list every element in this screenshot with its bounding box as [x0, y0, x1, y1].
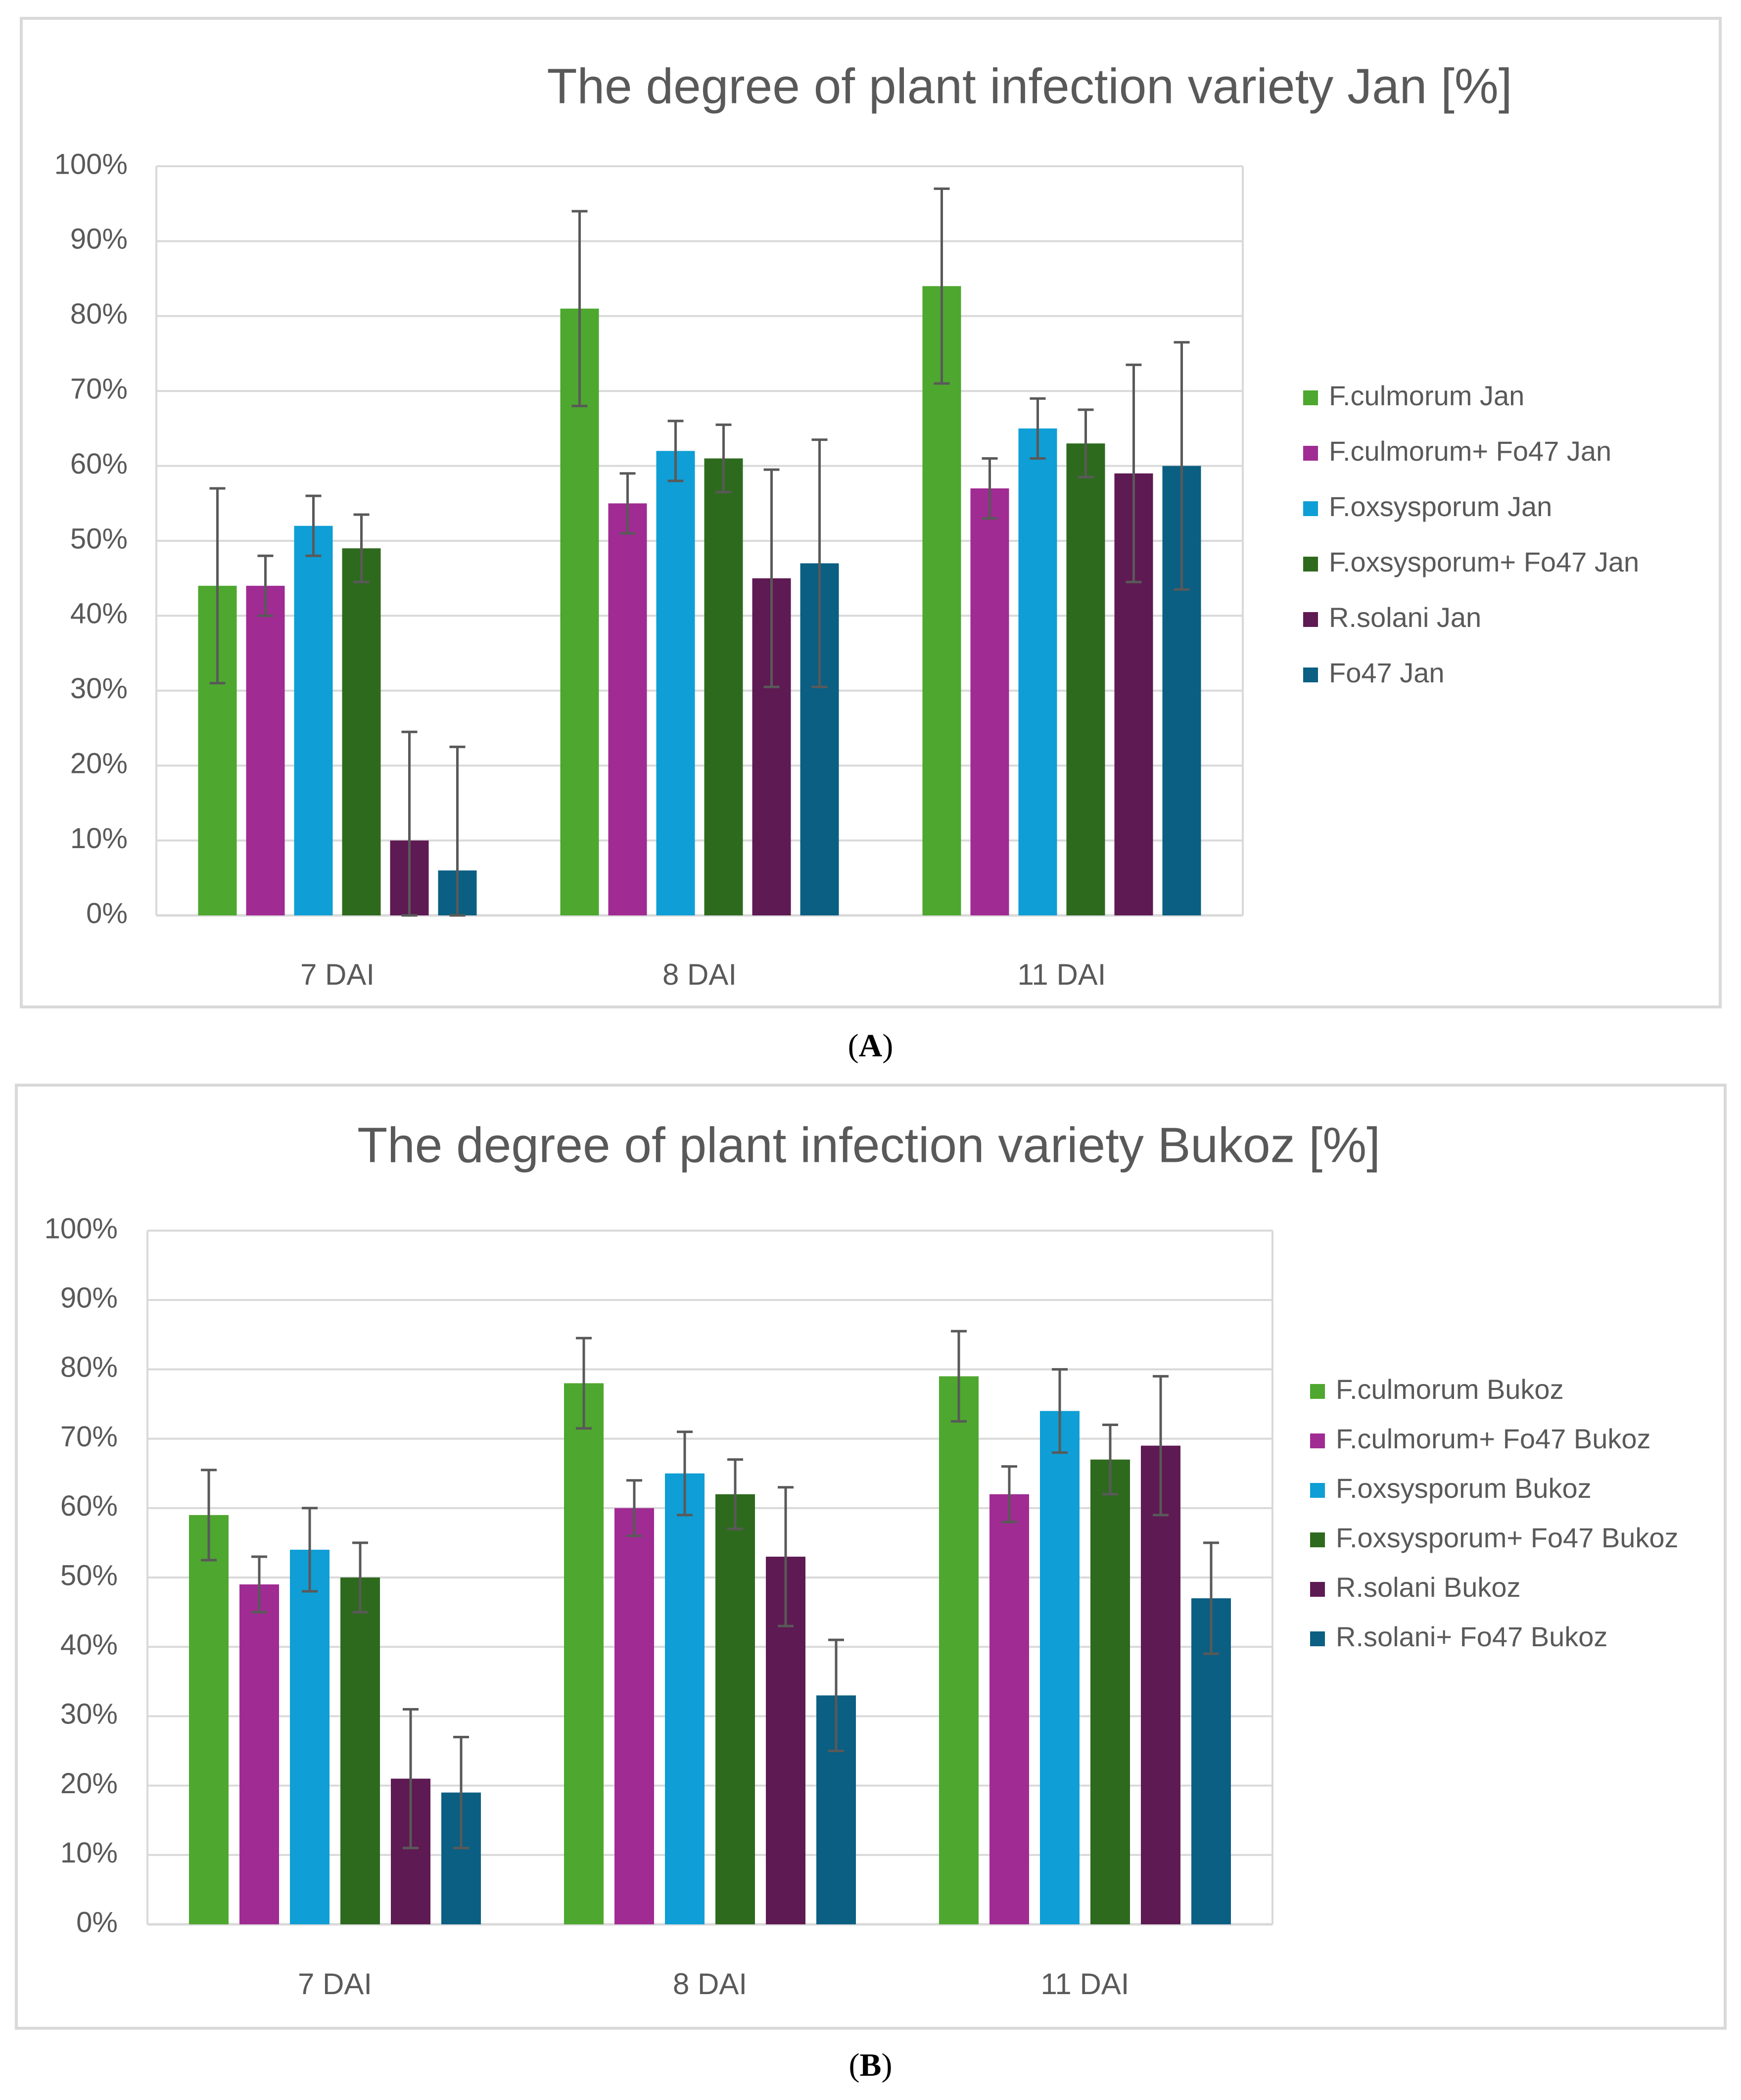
- chart-a-legend-swatch: [1303, 390, 1318, 405]
- chart-a-legend-swatch: [1303, 501, 1318, 516]
- chart-a-y-tick-label: 70%: [70, 373, 128, 405]
- chart-a-x-tick-label: 11 DAI: [1018, 958, 1106, 991]
- chart-a-bar: [1066, 443, 1105, 915]
- chart-a-y-tick-label: 60%: [70, 448, 128, 480]
- chart-a-y-tick-label: 80%: [70, 298, 128, 330]
- chart-b-bar: [564, 1383, 604, 1924]
- chart-b-y-tick-label: 90%: [60, 1282, 118, 1314]
- chart-a-legend-swatch: [1303, 557, 1318, 572]
- chart-b-bar: [340, 1577, 380, 1924]
- chart-a-bar: [342, 548, 381, 915]
- chart-a-bar: [1018, 428, 1057, 915]
- chart-b-y-tick-label: 80%: [60, 1351, 118, 1384]
- chart-a-y-tick-label: 30%: [70, 672, 128, 705]
- chart-b-bar: [1141, 1445, 1180, 1924]
- chart-b-bar: [239, 1584, 279, 1924]
- chart-b-legend-swatch: [1310, 1532, 1325, 1547]
- chart-b-svg: The degree of plant infection variety Bu…: [45, 1117, 1679, 2001]
- chart-b-y-tick-label: 100%: [45, 1212, 118, 1244]
- chart-a-y-tick-label: 50%: [70, 523, 128, 555]
- chart-a-bar: [970, 488, 1009, 915]
- chart-a-legend-label: R.solani Jan: [1329, 602, 1481, 633]
- chart-panel-b: The degree of plant infection variety Bu…: [15, 1084, 1727, 2030]
- chart-b-bar: [989, 1494, 1029, 1924]
- chart-a-bar: [294, 525, 333, 915]
- chart-b-legend-label: F.culmorum+ Fo47 Bukoz: [1336, 1423, 1650, 1454]
- chart-a-y-tick-label: 90%: [70, 223, 128, 255]
- chart-b-bar: [715, 1494, 755, 1924]
- chart-a-bar: [246, 585, 285, 915]
- chart-a-legend-label: F.oxsysporum+ Fo47 Jan: [1329, 546, 1639, 577]
- chart-a-y-tick-label: 100%: [54, 148, 128, 180]
- chart-a-bar: [656, 451, 695, 915]
- chart-b-legend-swatch: [1310, 1582, 1325, 1597]
- chart-a-legend-swatch: [1303, 612, 1318, 627]
- chart-b-title: The degree of plant infection variety Bu…: [357, 1117, 1380, 1173]
- panel-label-a: (A): [847, 1028, 894, 1064]
- chart-b-y-tick-label: 70%: [60, 1421, 118, 1453]
- chart-a-legend-swatch: [1303, 668, 1318, 682]
- chart-b-legend-label: R.solani+ Fo47 Bukoz: [1336, 1621, 1607, 1652]
- chart-a-y-tick-label: 40%: [70, 598, 128, 630]
- chart-a-legend-label: F.culmorum+ Fo47 Jan: [1329, 435, 1611, 467]
- chart-b-bar: [939, 1376, 979, 1924]
- chart-b-legend-swatch: [1310, 1483, 1325, 1498]
- chart-b-bar: [1090, 1459, 1130, 1924]
- chart-b-bar: [290, 1549, 329, 1924]
- chart-b-legend-label: F.oxsysporum Bukoz: [1336, 1473, 1592, 1504]
- chart-b-x-tick-label: 7 DAI: [298, 1967, 372, 2001]
- chart-a-bar: [922, 286, 961, 915]
- chart-b-y-tick-label: 50%: [60, 1559, 118, 1591]
- chart-b-legend-label: F.oxsysporum+ Fo47 Bukoz: [1336, 1522, 1679, 1553]
- chart-b-legend-swatch: [1310, 1433, 1325, 1448]
- chart-panel-a: The degree of plant infection variety Ja…: [20, 17, 1722, 1008]
- chart-b-bar: [665, 1473, 705, 1924]
- chart-a-y-tick-label: 10%: [70, 822, 128, 855]
- chart-b-bar: [189, 1515, 229, 1924]
- chart-a-bar: [560, 308, 599, 916]
- chart-a-x-tick-label: 8 DAI: [662, 958, 737, 991]
- chart-a-legend-label: F.culmorum Jan: [1329, 380, 1524, 411]
- chart-b-y-tick-label: 0%: [76, 1906, 118, 1938]
- chart-b-legend-label: R.solani Bukoz: [1336, 1572, 1521, 1603]
- chart-b-y-tick-label: 10%: [60, 1837, 118, 1869]
- chart-b-legend-swatch: [1310, 1384, 1325, 1399]
- chart-a-title: The degree of plant infection variety Ja…: [547, 58, 1512, 114]
- chart-b-x-tick-label: 8 DAI: [673, 1967, 747, 2001]
- chart-a-legend-label: F.oxsysporum Jan: [1329, 491, 1552, 522]
- chart-a-legend-label: Fo47 Jan: [1329, 657, 1445, 688]
- chart-a-y-tick-label: 0%: [86, 897, 128, 929]
- chart-b-legend-swatch: [1310, 1631, 1325, 1646]
- panel-label-b: (B): [848, 2047, 893, 2083]
- chart-a-legend-swatch: [1303, 446, 1318, 461]
- chart-b-y-tick-label: 20%: [60, 1767, 118, 1800]
- chart-b-bar: [614, 1508, 654, 1924]
- chart-b-y-tick-label: 40%: [60, 1629, 118, 1661]
- chart-b-y-tick-label: 60%: [60, 1490, 118, 1522]
- chart-a-svg: The degree of plant infection variety Ja…: [54, 58, 1640, 991]
- chart-b-y-tick-label: 30%: [60, 1698, 118, 1730]
- chart-a-bar: [704, 458, 743, 915]
- chart-b-bar: [1040, 1411, 1080, 1924]
- chart-b-legend-label: F.culmorum Bukoz: [1336, 1374, 1564, 1405]
- chart-b-x-tick-label: 11 DAI: [1041, 1967, 1129, 2001]
- chart-a-bar: [608, 503, 647, 915]
- chart-a-x-tick-label: 7 DAI: [300, 958, 375, 991]
- chart-a-y-tick-label: 20%: [70, 748, 128, 780]
